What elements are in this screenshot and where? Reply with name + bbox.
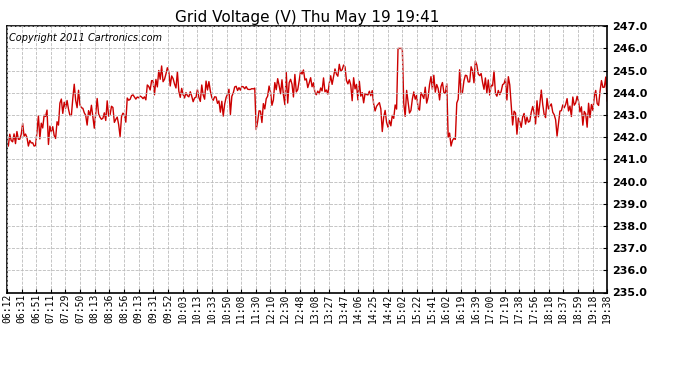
Text: Copyright 2011 Cartronics.com: Copyright 2011 Cartronics.com [9,33,161,43]
Title: Grid Voltage (V) Thu May 19 19:41: Grid Voltage (V) Thu May 19 19:41 [175,10,440,25]
